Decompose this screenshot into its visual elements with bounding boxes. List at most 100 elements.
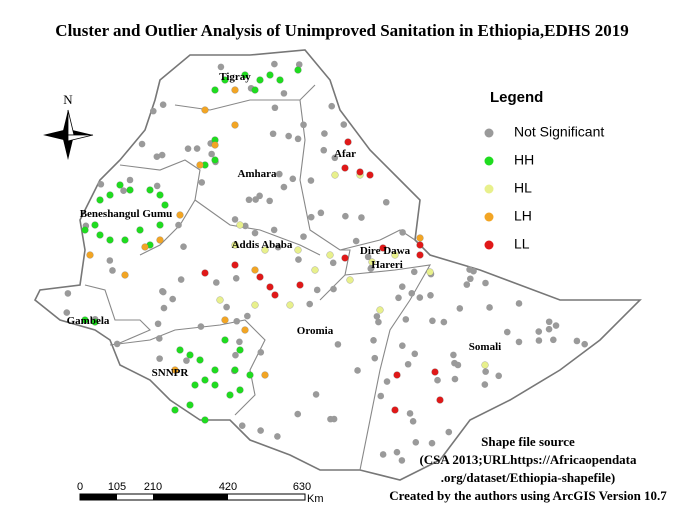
scale-unit: Km: [307, 493, 324, 505]
point-hh: [276, 76, 284, 84]
point-not-significant: [550, 336, 557, 344]
legend-item: LL: [514, 236, 530, 252]
point-not-significant: [535, 328, 543, 335]
point-lh: [171, 366, 179, 374]
point-hl: [251, 301, 259, 309]
point-lh: [211, 141, 219, 149]
point-lh: [241, 326, 249, 334]
point-not-significant: [503, 328, 511, 336]
point-not-significant: [320, 146, 328, 154]
point-hh: [236, 386, 244, 394]
point-not-significant: [515, 300, 523, 307]
point-not-significant: [97, 180, 105, 188]
point-not-significant: [184, 145, 192, 152]
point-ll: [416, 251, 424, 259]
point-not-significant: [156, 355, 163, 362]
point-not-significant: [109, 267, 116, 274]
point-not-significant: [154, 320, 162, 328]
point-not-significant: [329, 259, 337, 267]
point-hh: [241, 71, 249, 79]
point-not-significant: [175, 221, 182, 229]
point-hh: [191, 381, 199, 389]
point-hh: [266, 71, 274, 79]
point-hh: [236, 346, 244, 354]
point-not-significant: [300, 233, 307, 240]
point-not-significant: [398, 457, 406, 464]
point-ll: [379, 244, 387, 252]
point-not-significant: [138, 140, 146, 148]
point-not-significant: [398, 283, 406, 291]
point-not-significant: [274, 433, 281, 440]
point-hh: [91, 318, 99, 326]
point-lh: [221, 316, 229, 324]
point-ll: [366, 171, 374, 179]
point-not-significant: [367, 264, 375, 272]
point-not-significant: [208, 150, 215, 158]
point-not-significant: [159, 101, 167, 108]
legend-title: Legend: [490, 89, 543, 106]
point-not-significant: [231, 216, 239, 223]
point-ll: [356, 168, 364, 176]
point-hl: [236, 221, 244, 229]
point-not-significant: [399, 342, 406, 349]
point-not-significant: [317, 209, 325, 217]
point-not-significant: [312, 391, 320, 398]
point-not-significant: [251, 229, 259, 237]
point-not-significant: [445, 428, 453, 436]
point-not-significant: [113, 340, 121, 348]
point-lh: [201, 106, 209, 114]
point-lh: [196, 161, 204, 169]
point-not-significant: [481, 381, 489, 388]
point-hh: [171, 406, 179, 414]
point-not-significant: [427, 292, 434, 299]
point-not-significant: [406, 410, 414, 417]
point-not-significant: [149, 107, 157, 115]
point-not-significant: [330, 285, 337, 293]
point-not-significant: [382, 198, 390, 206]
point-not-significant: [395, 294, 402, 302]
point-not-significant: [467, 275, 474, 283]
point-not-significant: [451, 359, 458, 367]
point-hh: [81, 226, 89, 234]
region-label: Somali: [469, 341, 501, 353]
point-hl: [481, 361, 489, 369]
point-hl: [261, 246, 269, 254]
point-not-significant: [242, 222, 249, 230]
point-not-significant: [429, 317, 436, 325]
point-lh: [86, 251, 94, 259]
point-hl: [376, 306, 384, 314]
point-hh: [156, 191, 164, 199]
point-hh: [201, 376, 209, 384]
point-not-significant: [482, 368, 489, 375]
point-not-significant: [440, 318, 448, 326]
point-lh: [156, 236, 164, 244]
point-not-significant: [106, 257, 114, 264]
point-ll: [341, 254, 349, 262]
north-arrow: N: [43, 92, 94, 160]
point-not-significant: [198, 179, 206, 186]
point-not-significant: [379, 451, 387, 458]
point-not-significant: [280, 183, 288, 191]
point-not-significant: [402, 316, 410, 323]
point-hh: [106, 191, 114, 199]
point-hl: [346, 276, 354, 284]
point-not-significant: [120, 187, 127, 195]
point-hl: [368, 258, 376, 266]
source-line: .org/dataset/Ethiopia-shapefile): [441, 470, 615, 485]
point-not-significant: [266, 197, 273, 205]
point-hh: [96, 196, 104, 204]
point-hh: [211, 366, 219, 374]
scale-label: 105: [108, 481, 126, 493]
point-lh: [231, 86, 239, 94]
point-not-significant: [63, 309, 71, 316]
point-not-significant: [307, 213, 315, 221]
point-lh: [176, 211, 184, 219]
point-hh: [116, 181, 124, 189]
point-not-significant: [180, 243, 187, 250]
point-hl: [311, 266, 319, 274]
point-hh: [231, 366, 239, 374]
point-ll: [256, 273, 264, 281]
point-not-significant: [535, 337, 543, 344]
point-not-significant: [233, 317, 241, 325]
